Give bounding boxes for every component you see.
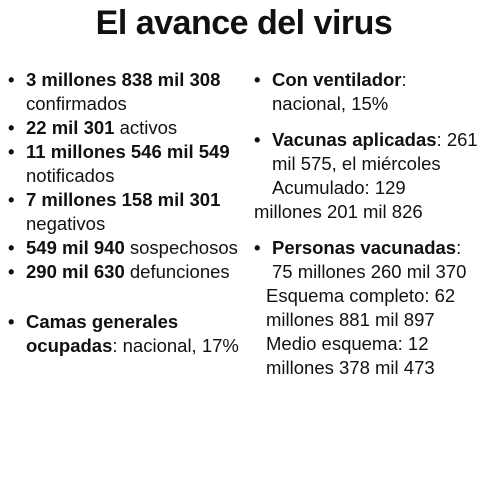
stat-value: 3 millones 838 mil 308 [26,69,221,90]
stat-value: 11 millones 546 mil 549 [26,141,230,162]
bullet: • [8,189,15,210]
bullet: • [254,129,261,150]
stat-value: 549 mil 940 [26,237,125,258]
stat-label: : 261 mil 575, el miércoles [272,129,478,174]
esquema-completo: Esquema completo: 62 millones 881 mil 89… [266,285,456,330]
bullet: • [8,141,15,162]
stat-label: : 75 millones 260 mil 370 [272,237,467,282]
stat-label: notificados [26,165,115,186]
stat-notificados: • 11 millones 546 mil 549 notificados [8,140,244,188]
stat-ventilador: • Con ventilador: nacional, 15% [254,68,484,116]
headline: El avance del virus [95,4,393,42]
left-column: • 3 millones 838 mil 308 confirmados • 2… [8,68,244,358]
spacer [8,284,244,310]
bullet: • [254,237,261,258]
stat-value: Con ventilador [272,69,402,90]
stat-value: Vacunas aplicadas [272,129,437,150]
stat-label: sospechosos [124,237,238,258]
stat-negativos: • 7 millones 158 mil 301 negativos [8,188,244,236]
spacer [254,116,484,128]
stat-value: Personas vacunadas [272,237,457,258]
stat-label: : nacional, 15% [272,69,407,114]
stat-sospechosos: • 549 mil 940 sospechosos [8,236,244,260]
spacer [254,224,484,236]
stat-label: confirmados [26,93,127,114]
stat-confirmados: • 3 millones 838 mil 308 confirmados [8,68,244,116]
stat-defunciones: • 290 mil 630 defunciones [8,260,244,284]
stat-value: 22 mil 301 [26,117,115,138]
stat-value: Camas generales ocupadas [26,311,179,356]
stat-value: 290 mil 630 [26,261,125,282]
stat-activos: • 22 mil 301 activos [8,116,244,140]
bullet: • [254,69,261,90]
bullet: • [8,237,15,258]
acumulado-line-1: Acumulado: 129 [272,177,406,198]
stat-value: 7 millones 158 mil 301 [26,189,221,210]
stat-personas-vacunadas: • Personas vacunadas: 75 millones 260 mi… [254,236,484,284]
stat-label: defunciones [124,261,230,282]
medio-esquema: Medio esquema: 12 millones 378 mil 473 [266,333,435,378]
bullet: • [8,117,15,138]
stat-camas: • Camas generales ocupadas: nacional, 17… [8,310,244,358]
bullet: • [8,261,15,282]
stat-label: activos [114,117,178,138]
bullet: • [8,69,15,90]
bullet: • [8,311,15,332]
stat-label: negativos [26,213,106,234]
stat-label: : nacional, 17% [112,335,239,356]
stat-vacunas: • Vacunas aplicadas: 261 mil 575, el mié… [254,128,484,176]
acumulado-line-2: millones 201 mil 826 [254,201,423,222]
right-column: • Con ventilador: nacional, 15% • Vacuna… [254,68,484,380]
